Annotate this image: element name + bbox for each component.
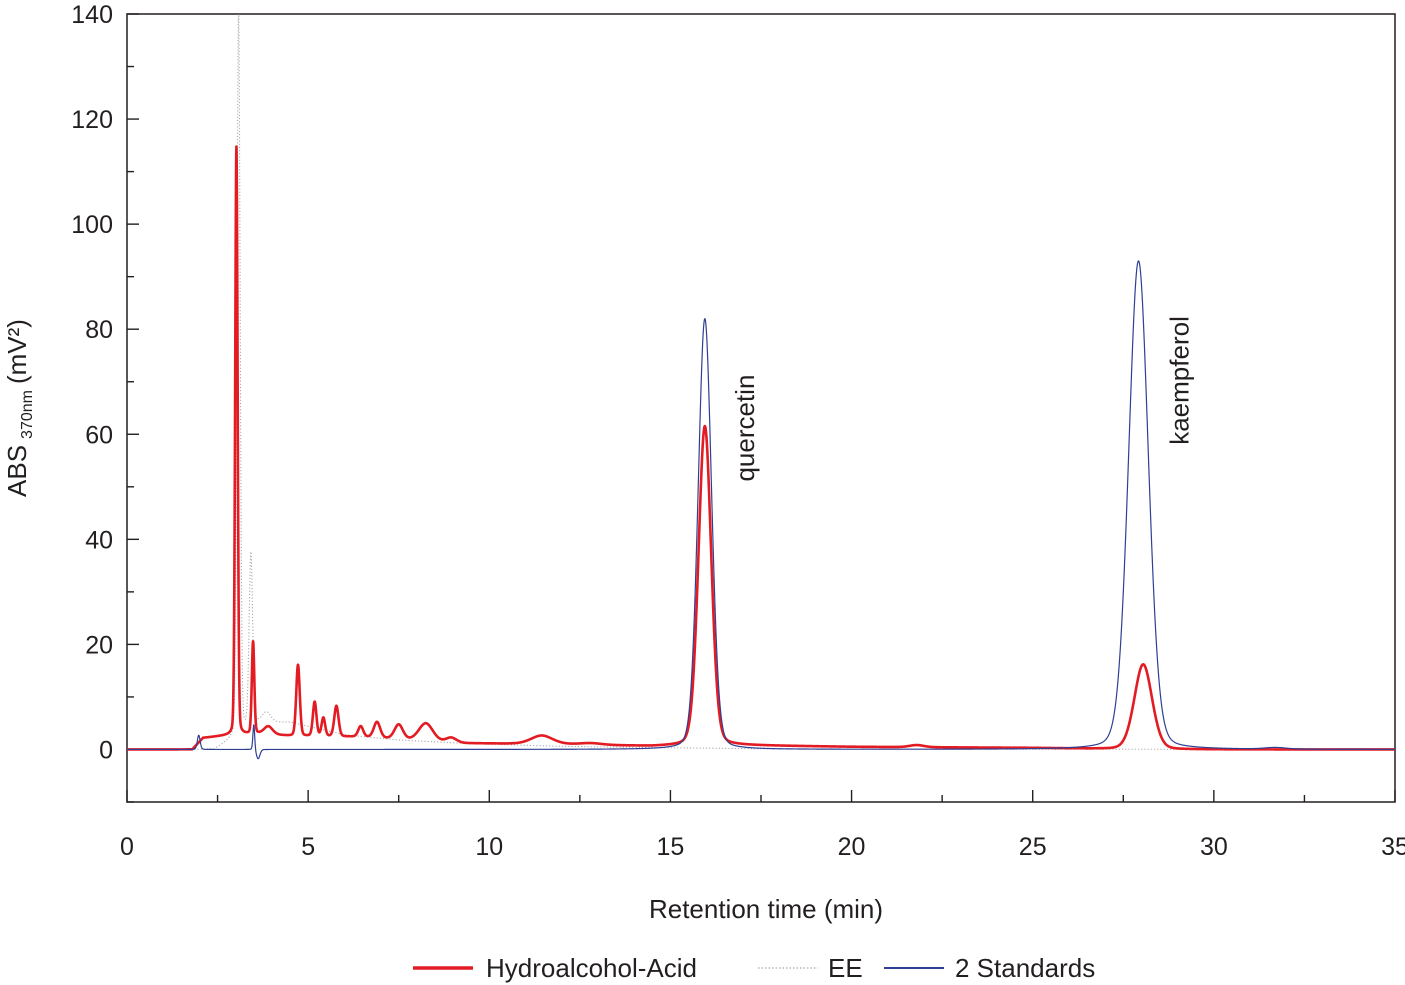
x-tick-label: 15	[657, 833, 685, 861]
series-line-2-standards	[126, 260, 1396, 760]
y-axis-title-main: ABS	[2, 445, 32, 497]
y-tick-label: 40	[85, 526, 113, 554]
x-tick-label: 30	[1200, 833, 1228, 861]
y-tick-label: 20	[85, 631, 113, 659]
series-line-hydroalcohol-acid	[125, 145, 1397, 751]
y-axis-title-subscript: 370nm	[19, 390, 36, 439]
y-tick-label: 80	[85, 316, 113, 344]
y-tick-labels: 0 20 40 60 80 100 120 140	[71, 1, 113, 764]
annotation-kaempferol: kaempferol	[1164, 316, 1194, 445]
x-tick-label: 20	[838, 833, 866, 861]
y-tick-label: 60	[85, 421, 113, 449]
x-tick-label: 25	[1019, 833, 1047, 861]
series-line-ee	[126, 13, 1396, 751]
y-tick-label: 140	[71, 1, 113, 29]
y-tick-label: 100	[71, 211, 113, 239]
x-tick-label: 0	[120, 833, 134, 861]
legend-label-hydroalcohol-acid: Hydroalcohol-Acid	[486, 953, 697, 983]
legend-label-2-standards: 2 Standards	[955, 953, 1095, 983]
y-axis-title-unit: (mV²)	[2, 319, 32, 384]
legend-label-ee: EE	[828, 953, 863, 983]
plot-frame	[126, 13, 1396, 803]
x-tick-label: 10	[475, 833, 503, 861]
x-axis-title: Retention time (min)	[649, 894, 883, 924]
y-axis-title: ABS 370nm (mV²)	[2, 319, 36, 497]
y-tick-label: 120	[71, 106, 113, 134]
annotation-quercetin: quercetin	[730, 375, 760, 482]
x-tick-labels: 0 5 10 15 20 25 30 35	[120, 833, 1405, 861]
series-lines	[125, 13, 1397, 760]
legend: Hydroalcohol-Acid EE 2 Standards	[413, 953, 1095, 983]
axis-ticks	[126, 13, 1396, 803]
x-tick-label: 35	[1381, 833, 1405, 861]
x-tick-label: 5	[301, 833, 315, 861]
y-tick-label: 0	[99, 736, 113, 764]
